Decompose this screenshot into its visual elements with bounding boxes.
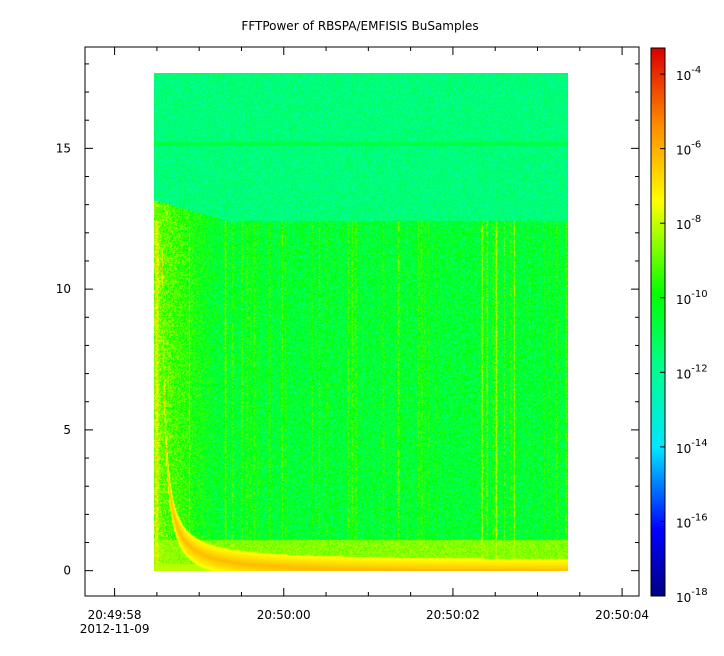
y-axis: 0 5 10 15: [56, 63, 639, 578]
y-tick-label: 15: [56, 141, 71, 155]
colorbar-tick-exponent: -6: [691, 140, 701, 151]
colorbar-tick-base: 10: [676, 293, 691, 307]
colorbar-tick-exponent: -18: [691, 587, 707, 598]
colorbar-tick-label: 10-14: [676, 438, 708, 456]
colorbar-tick-label: 10-4: [676, 65, 701, 83]
colorbar-tick-base: 10: [676, 367, 691, 381]
colorbar-tick-exponent: -14: [691, 438, 707, 449]
colorbar-tick-base: 10: [676, 516, 691, 530]
y-tick-label: 10: [56, 282, 71, 296]
chart-title: FFTPower of RBSPA/EMFISIS BuSamples: [241, 19, 478, 33]
x-tick-label: 20:50:02: [426, 608, 480, 622]
x-tick-label: 20:50:00: [257, 608, 311, 622]
colorbar-tick-exponent: -8: [691, 214, 701, 225]
x-tick-label: 20:50:04: [595, 608, 649, 622]
colorbar-tick-label: 10-6: [676, 140, 701, 158]
colorbar-tick-label: 10-18: [676, 587, 708, 605]
colorbar-tick-base: 10: [676, 442, 691, 456]
colorbar-gradient: [651, 48, 665, 596]
colorbar-tick-exponent: -4: [691, 65, 701, 76]
colorbar-tick-label: 10-12: [676, 363, 708, 381]
colorbar-tick-base: 10: [676, 69, 691, 83]
y-tick-label: 0: [63, 564, 71, 578]
colorbar-tick-exponent: -16: [691, 512, 707, 523]
spectrogram-image: [154, 73, 568, 571]
colorbar-tick-base: 10: [676, 218, 691, 232]
y-tick-label: 5: [63, 423, 71, 437]
colorbar-tick-label: 10-8: [676, 214, 701, 232]
colorbar-frame: [650, 47, 666, 597]
colorbar-tick-label: 10-16: [676, 512, 708, 530]
colorbar-tick-base: 10: [676, 591, 691, 605]
x-tick-label: 20:49:58: [88, 608, 142, 622]
colorbar-tick-base: 10: [676, 144, 691, 158]
colorbar-tick-exponent: -12: [691, 363, 707, 374]
x-tick-sublabel: 2012-11-09: [80, 622, 150, 636]
colorbar-tick-exponent: -10: [691, 289, 707, 300]
colorbar-container: [651, 48, 665, 596]
colorbar-tick-label: 10-10: [676, 289, 708, 307]
spectrogram-image-container: [154, 73, 568, 571]
